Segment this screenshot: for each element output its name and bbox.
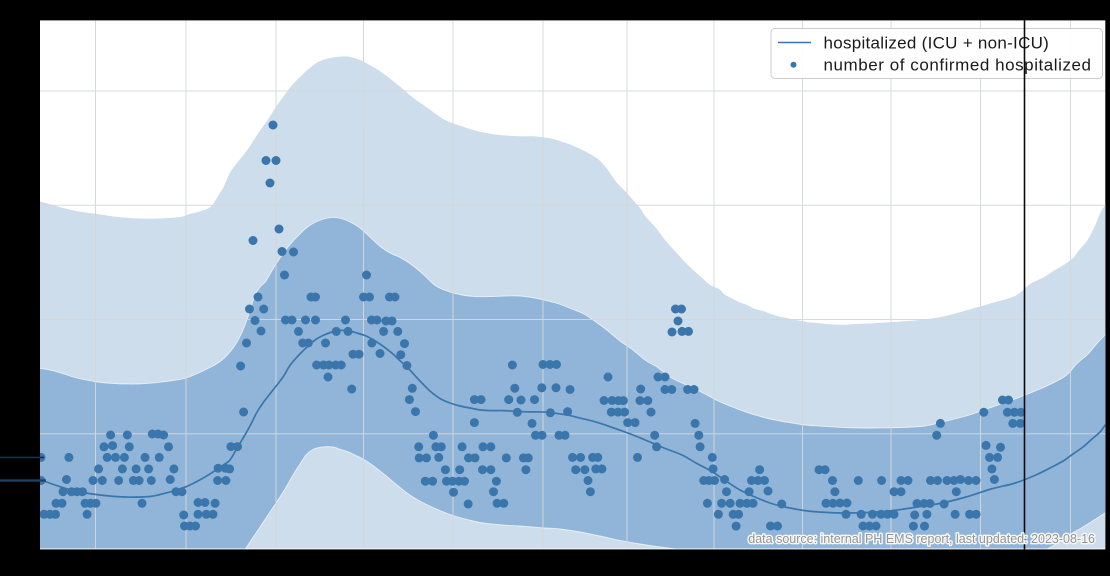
svg-text:hospitalized (ICU + non-ICU): hospitalized (ICU + non-ICU) — [824, 34, 1050, 53]
svg-text:number of confirmed hospitaliz: number of confirmed hospitalized — [824, 56, 1092, 75]
svg-text:data source: internal PH EMS r: data source: internal PH EMS report, las… — [748, 532, 1095, 546]
